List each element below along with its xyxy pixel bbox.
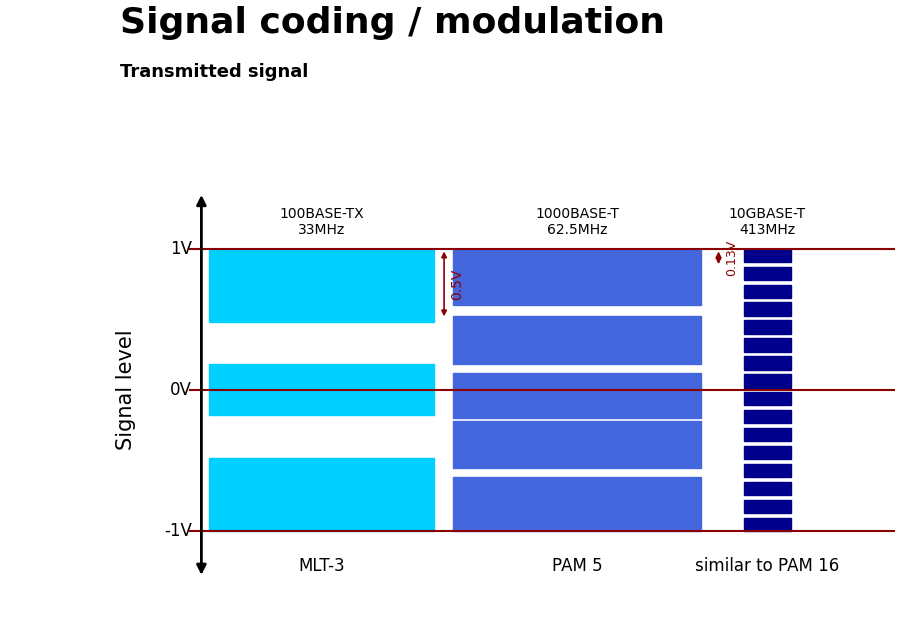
Bar <box>744 518 791 531</box>
Bar <box>453 316 701 365</box>
Bar <box>744 500 791 513</box>
Text: Transmitted signal: Transmitted signal <box>120 63 308 81</box>
Text: 100BASE-TX
33MHz: 100BASE-TX 33MHz <box>280 207 364 237</box>
Bar <box>453 249 701 305</box>
Bar <box>744 302 791 316</box>
Bar <box>744 266 791 280</box>
Bar <box>744 321 791 334</box>
Bar <box>744 338 791 351</box>
Text: 1000BASE-T
62.5MHz: 1000BASE-T 62.5MHz <box>535 207 619 237</box>
Bar <box>744 428 791 441</box>
Bar <box>744 482 791 495</box>
Text: 0.13V: 0.13V <box>725 240 737 276</box>
Bar <box>210 457 434 531</box>
Bar <box>453 478 701 531</box>
Text: MLT-3: MLT-3 <box>298 557 345 575</box>
Bar <box>744 357 791 370</box>
Text: 10GBASE-T
413MHz: 10GBASE-T 413MHz <box>729 207 806 237</box>
Text: PAM 5: PAM 5 <box>552 557 603 575</box>
Bar <box>744 446 791 459</box>
Text: Signal coding / modulation: Signal coding / modulation <box>120 6 665 40</box>
Text: -1V: -1V <box>164 522 192 540</box>
Bar <box>744 249 791 262</box>
Text: Signal level: Signal level <box>116 329 137 450</box>
Bar <box>744 285 791 298</box>
Text: 0.5V: 0.5V <box>450 268 464 300</box>
Text: 1V: 1V <box>170 240 192 257</box>
Bar <box>453 421 701 468</box>
Bar <box>744 464 791 477</box>
Text: similar to PAM 16: similar to PAM 16 <box>695 557 840 575</box>
Bar <box>744 410 791 423</box>
Bar <box>210 249 434 322</box>
Bar <box>453 373 701 418</box>
Text: 0V: 0V <box>170 381 192 399</box>
Bar <box>744 392 791 406</box>
Bar <box>744 374 791 387</box>
Bar <box>210 365 434 415</box>
